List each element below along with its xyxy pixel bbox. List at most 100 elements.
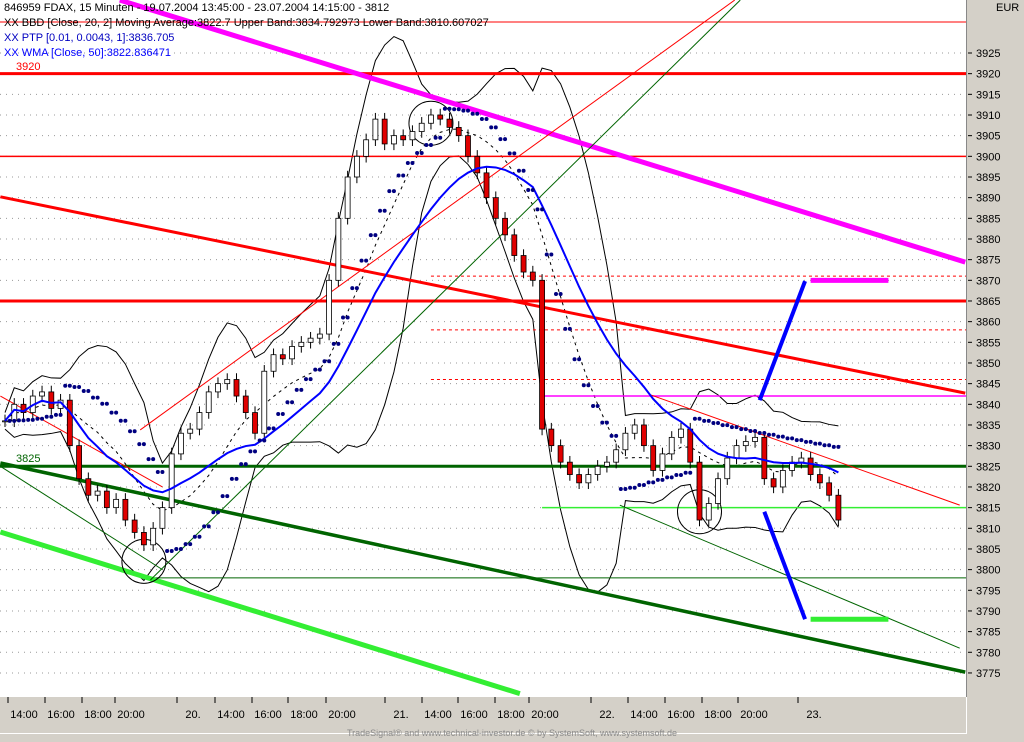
candle-body — [604, 461, 610, 467]
ptp-dot — [535, 207, 540, 212]
ptp-dot — [452, 107, 457, 112]
candle-body — [446, 118, 453, 128]
ptp-dot — [771, 432, 776, 437]
ptp-dot — [428, 142, 433, 147]
candle-body — [520, 255, 527, 273]
ptp-dot — [632, 485, 637, 490]
candle-body — [400, 135, 407, 141]
ptp-dot — [442, 106, 447, 111]
candle-body — [502, 217, 508, 236]
y-tick-label: 3795 — [976, 585, 1000, 597]
y-tick-label: 3830 — [976, 441, 1000, 453]
x-tick-label: 16:00 — [254, 709, 282, 721]
candle-body — [566, 461, 573, 475]
y-tick-label: 3780 — [976, 647, 1000, 659]
trend-line — [0, 195, 966, 395]
y-tick-label: 3915 — [976, 89, 1000, 101]
candle-body — [224, 379, 231, 385]
candle-body — [233, 379, 240, 397]
y-tick-label: 3895 — [976, 172, 1000, 184]
candle-body — [353, 155, 360, 178]
candle-body — [113, 498, 120, 509]
ptp-dot — [734, 425, 739, 430]
ptp-dot — [16, 418, 21, 423]
candle-body — [242, 395, 249, 413]
candle-body — [455, 126, 462, 137]
y-tick-label: 3845 — [976, 379, 1000, 391]
ptp-dot — [540, 207, 545, 212]
candle-body — [252, 412, 258, 434]
trend-line — [0, 465, 163, 571]
ptp-dot — [178, 546, 183, 551]
ptp-dot — [489, 125, 494, 130]
ptp-dot — [526, 188, 531, 193]
ptp-dot — [30, 417, 35, 422]
candle-body — [733, 445, 740, 459]
candle-body — [391, 135, 397, 145]
candle-body — [168, 453, 175, 509]
candle-body — [816, 474, 823, 484]
ptp-dot — [303, 377, 308, 382]
price-chart — [0, 0, 966, 697]
candle-body — [270, 354, 277, 372]
candle-body — [66, 399, 73, 447]
ptp-dot — [725, 423, 730, 428]
y-tick-label: 3805 — [976, 544, 1000, 556]
y-tick-label: 3860 — [976, 317, 1000, 329]
ptp-dot — [827, 443, 832, 448]
ptp-dot — [591, 403, 596, 408]
wma-line — [4, 165, 839, 494]
legend-wma: XX WMA [Close, 50]:3822.836471 — [4, 47, 171, 59]
candle-body — [557, 445, 564, 463]
ptp-dot — [466, 108, 470, 113]
ptp-dot — [345, 315, 350, 320]
ptp-dot — [637, 483, 642, 488]
trend-line — [757, 280, 807, 401]
ptp-dot — [331, 341, 336, 346]
candle-body — [307, 337, 314, 343]
ptp-dot — [604, 420, 609, 425]
ptp-dot — [739, 427, 744, 432]
ptp-dot — [753, 429, 758, 434]
ptp-dot — [128, 429, 133, 434]
ptp-dot — [63, 383, 68, 388]
ptp-dot — [438, 135, 443, 140]
candle-body — [187, 428, 194, 434]
candle-body — [131, 519, 138, 533]
ptp-dot — [169, 549, 174, 554]
ptp-dot — [554, 291, 558, 296]
candle-body — [641, 424, 647, 447]
ptp-dot — [382, 208, 387, 213]
ptp-dot — [137, 442, 142, 447]
ptp-dot — [669, 475, 674, 480]
ptp-dot — [498, 137, 503, 142]
ptp-dot — [313, 367, 318, 372]
ptp-dot — [623, 487, 628, 492]
ptp-dot — [290, 400, 295, 405]
candle-body — [298, 341, 305, 347]
ptp-dot — [447, 106, 452, 111]
ptp-dot — [151, 457, 156, 462]
x-tick-label: 22. — [599, 709, 614, 721]
candle-body — [761, 436, 768, 480]
bollinger-upper-band — [4, 35, 839, 465]
ptp-dot — [26, 417, 31, 422]
y-tick-label: 3810 — [976, 523, 1000, 535]
candle-body — [279, 354, 286, 360]
legend-ptp: XX PTP [0.01, 0.0043, 1]:3836.705 — [4, 32, 175, 44]
ptp-dot — [577, 357, 582, 362]
candle-body — [715, 478, 721, 504]
ptp-dot — [419, 150, 424, 155]
ptp-dot — [484, 116, 489, 121]
y-tick-label: 3855 — [976, 337, 1000, 349]
y-tick-label: 3840 — [976, 399, 1000, 411]
candle-body — [826, 482, 833, 496]
ptp-dot — [401, 173, 406, 178]
ptp-dot — [507, 151, 512, 156]
ptp-dot — [341, 315, 346, 320]
y-tick-label: 3870 — [976, 275, 1000, 287]
y-tick-label: 3790 — [976, 606, 1000, 618]
ptp-dot — [118, 418, 123, 423]
ptp-dot — [396, 173, 401, 178]
ptp-dot — [391, 189, 396, 194]
